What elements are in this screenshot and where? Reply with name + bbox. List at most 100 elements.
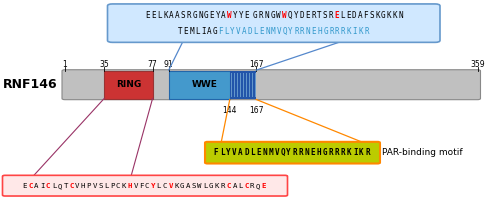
Text: A: A: [174, 11, 180, 20]
FancyBboxPatch shape: [62, 70, 480, 100]
Text: M: M: [268, 148, 273, 157]
Text: E: E: [334, 11, 339, 20]
Text: R: R: [300, 27, 304, 36]
Text: G: G: [323, 148, 328, 157]
Text: P: P: [87, 183, 91, 189]
Text: K: K: [359, 148, 364, 157]
Text: R: R: [364, 27, 368, 36]
Text: L: L: [254, 27, 258, 36]
Text: L: L: [157, 11, 162, 20]
Text: A: A: [34, 183, 39, 189]
Text: 167: 167: [249, 106, 264, 115]
Text: R: R: [335, 27, 340, 36]
Text: R: R: [258, 11, 263, 20]
Text: F: F: [214, 148, 218, 157]
Text: C: C: [162, 183, 167, 189]
Text: N: N: [306, 27, 310, 36]
Text: N: N: [265, 27, 270, 36]
Text: 35: 35: [100, 59, 109, 69]
Text: K: K: [358, 27, 363, 36]
Text: R: R: [311, 11, 316, 20]
Text: 359: 359: [470, 59, 485, 69]
Text: A: A: [222, 11, 226, 20]
Text: R: R: [294, 27, 299, 36]
Text: A: A: [358, 11, 362, 20]
Text: S: S: [370, 11, 374, 20]
Text: C: C: [70, 183, 74, 189]
Text: K: K: [346, 27, 351, 36]
Text: E: E: [312, 27, 316, 36]
Text: E: E: [146, 11, 150, 20]
Text: H: H: [81, 183, 86, 189]
Text: C: C: [28, 183, 33, 189]
Text: C: C: [46, 183, 50, 189]
Text: Q: Q: [256, 183, 260, 189]
Text: A: A: [207, 27, 212, 36]
Text: A: A: [232, 183, 237, 189]
Text: S: S: [98, 183, 103, 189]
Text: L: L: [250, 148, 255, 157]
Text: H: H: [318, 27, 322, 36]
Text: G: G: [270, 11, 275, 20]
Text: K: K: [347, 148, 352, 157]
Text: E: E: [305, 11, 310, 20]
Text: H: H: [128, 183, 132, 189]
Text: R: R: [220, 183, 225, 189]
Text: Y: Y: [216, 11, 220, 20]
Text: E: E: [210, 11, 214, 20]
Text: L: L: [224, 27, 229, 36]
Text: 1: 1: [62, 59, 68, 69]
Text: K: K: [375, 11, 380, 20]
Text: W: W: [282, 11, 286, 20]
Text: R: R: [340, 27, 345, 36]
Text: G: G: [381, 11, 386, 20]
Text: C: C: [145, 183, 150, 189]
Text: D: D: [300, 11, 304, 20]
Text: Y: Y: [286, 148, 291, 157]
Text: G: G: [192, 11, 197, 20]
Text: Y: Y: [226, 148, 230, 157]
Text: T: T: [178, 27, 182, 36]
Text: W: W: [198, 183, 202, 189]
Text: V: V: [274, 148, 279, 157]
Text: G: G: [212, 27, 217, 36]
Text: C: C: [116, 183, 120, 189]
Text: T: T: [64, 183, 68, 189]
Text: K: K: [163, 11, 168, 20]
Text: W: W: [227, 11, 232, 20]
Text: T: T: [317, 11, 322, 20]
Text: R: R: [186, 11, 191, 20]
Text: I: I: [353, 148, 358, 157]
Text: Y: Y: [151, 183, 156, 189]
Text: 91: 91: [164, 59, 173, 69]
Text: N: N: [304, 148, 309, 157]
Text: I: I: [40, 183, 44, 189]
FancyBboxPatch shape: [104, 71, 152, 98]
Text: I: I: [352, 27, 357, 36]
Text: S: S: [322, 11, 328, 20]
Text: E: E: [184, 27, 188, 36]
Text: V: V: [134, 183, 138, 189]
Text: Y: Y: [294, 11, 298, 20]
Text: E: E: [22, 183, 27, 189]
Text: V: V: [75, 183, 80, 189]
Text: V: V: [236, 27, 240, 36]
Text: L: L: [340, 11, 345, 20]
Text: F: F: [364, 11, 368, 20]
Text: Q: Q: [282, 27, 287, 36]
Text: 167: 167: [249, 59, 264, 69]
Text: S: S: [180, 11, 185, 20]
Text: L: L: [52, 183, 56, 189]
Text: N: N: [398, 11, 403, 20]
Text: RING: RING: [116, 80, 141, 89]
Text: E: E: [244, 11, 249, 20]
Text: L: L: [203, 183, 207, 189]
Text: R: R: [365, 148, 370, 157]
Text: G: G: [204, 11, 208, 20]
Text: R: R: [328, 11, 333, 20]
Text: A: A: [238, 148, 242, 157]
Text: D: D: [244, 148, 248, 157]
Text: V: V: [232, 148, 236, 157]
Text: E: E: [256, 148, 261, 157]
Text: S: S: [192, 183, 196, 189]
